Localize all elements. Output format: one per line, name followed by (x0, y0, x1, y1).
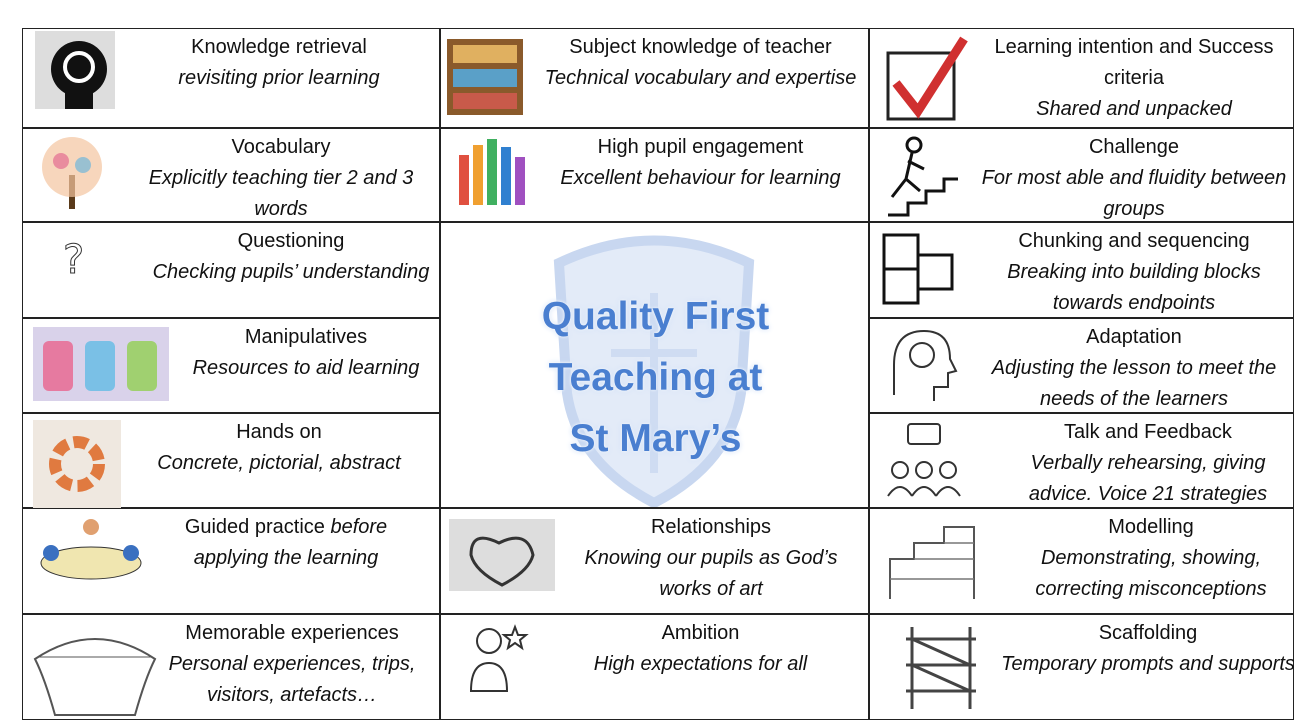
cell-icon (888, 136, 958, 217)
table-cell: Guided practice before applying the lear… (22, 508, 440, 614)
cell-icon (35, 31, 115, 109)
table-cell: Learning intention and Success criteria S… (869, 28, 1294, 128)
cell-icon (33, 327, 169, 401)
cell-icon (40, 519, 142, 580)
cell-subtitle: before applying the learning (193, 516, 388, 569)
cell-icon: ? (63, 237, 85, 284)
cell-title: Talk and Feedback (1064, 421, 1232, 443)
center-line: St Mary’s (569, 417, 742, 460)
cell-icon (906, 627, 976, 709)
cell-icon (33, 420, 121, 508)
cell-icon (882, 233, 954, 305)
cell-title: Relationships (650, 516, 772, 538)
cell-title: Memorable experiences (185, 622, 399, 644)
table-cell: Knowledge retrieval revisiting prior lear… (22, 28, 440, 128)
cell-title: Scaffolding (1098, 622, 1198, 644)
cell-icon (887, 423, 961, 497)
cell-icon (449, 519, 555, 591)
cell-subtitle: Explicitly teaching tier 2 and 3 words (148, 167, 414, 220)
table-cell: Memorable experiences Personal experience… (22, 614, 440, 720)
cell-title: Ambition (661, 622, 740, 644)
cell-subtitle: For most able and fluidity between group… (981, 167, 1287, 220)
cell-text: Talk and Feedback Verbally rehearsing, gi… (1001, 417, 1294, 510)
cell-text: Learning intention and Success criteria S… (973, 32, 1294, 125)
table-cell: Modelling Demonstrating, showing, correct… (869, 508, 1294, 614)
cell-subtitle: Excellent behaviour for learning (560, 167, 841, 189)
cell-subtitle: Personal experiences, trips, visitors, a… (168, 653, 416, 706)
cell-text: Modelling Demonstrating, showing, correct… (1007, 512, 1294, 605)
cell-subtitle: Adjusting the lesson to meet the needs o… (991, 357, 1277, 410)
cell-icon (886, 36, 968, 121)
cell-text: Subject knowledge of teacher Technical vo… (531, 32, 870, 94)
shield-watermark (553, 235, 755, 507)
cell-title: Modelling (1108, 516, 1194, 538)
cell-title: Subject knowledge of teacher (569, 36, 832, 58)
table-cell: Manipulatives Resources to aid learning (22, 318, 440, 413)
cell-subtitle: Demonstrating, showing, correcting misco… (1035, 547, 1267, 600)
cell-title: Knowledge retrieval (191, 36, 367, 58)
table-cell: Ambition High expectations for all (440, 614, 869, 720)
cell-text: Challenge For most able and fluidity betw… (973, 132, 1294, 225)
cell-text: Ambition High expectations for all (531, 618, 870, 680)
table-cell: Hands on Concrete, pictorial, abstract (22, 413, 440, 508)
cell-text: Guided practice before applying the lear… (151, 512, 421, 574)
cell-subtitle: Resources to aid learning (192, 357, 420, 379)
cell-subtitle: Technical vocabulary and expertise (544, 67, 857, 89)
table-cell: Scaffolding Temporary prompts and support… (869, 614, 1294, 720)
cell-title: High pupil engagement (597, 136, 804, 158)
cell-subtitle: High expectations for all (593, 653, 808, 675)
cell-title: Chunking and sequencing (1018, 230, 1250, 252)
cell-text: Questioning Checking pupils’ understandin… (151, 226, 431, 288)
cell-icon (889, 526, 975, 599)
cell-title: Adaptation (1086, 326, 1182, 348)
cell-icon (469, 624, 529, 692)
table-cell: Relationships Knowing our pupils as God’s… (440, 508, 869, 614)
cell-title: Challenge (1088, 136, 1180, 158)
cell-subtitle: Breaking into building blocks towards en… (1007, 261, 1261, 314)
cell-subtitle: Checking pupils’ understanding (152, 261, 430, 283)
cell-subtitle: Knowing our pupils as God’s works of art (584, 547, 838, 600)
center-line: Teaching at (548, 356, 763, 399)
cell-title: Hands on (236, 421, 322, 443)
cell-icon (33, 638, 157, 716)
cell-subtitle: revisiting prior learning (178, 67, 380, 89)
cell-title: Manipulatives (244, 326, 368, 348)
table-cell: Adaptation Adjusting the lesson to meet t… (869, 318, 1294, 413)
table-cell: High pupil engagement Excellent behaviour… (440, 128, 869, 222)
cell-text: Memorable experiences Personal experience… (147, 618, 437, 711)
cell-icon (893, 329, 958, 401)
cell-text: Knowledge retrieval revisiting prior lear… (119, 32, 439, 94)
cell-text: Hands on Concrete, pictorial, abstract (119, 417, 439, 479)
svg-text:?: ? (63, 237, 84, 283)
cell-icon (42, 137, 102, 209)
cell-title: Questioning (237, 230, 345, 252)
center-line: Quality First (541, 295, 770, 338)
cell-text: High pupil engagement Excellent behaviour… (531, 132, 870, 194)
cell-icon (459, 139, 525, 205)
table-cell: Challenge For most able and fluidity betw… (869, 128, 1294, 222)
cell-text: Manipulatives Resources to aid learning (181, 322, 431, 384)
cell-subtitle: Concrete, pictorial, abstract (157, 452, 401, 474)
table-cell: Vocabulary Explicitly teaching tier 2 and… (22, 128, 440, 222)
cell-subtitle: Temporary prompts and supports (1001, 653, 1294, 675)
cell-subtitle: Shared and unpacked (1036, 98, 1232, 120)
cell-title: Guided practice (184, 516, 325, 538)
cell-text: Relationships Knowing our pupils as God’s… (561, 512, 861, 605)
cell-text: Chunking and sequencing Breaking into bui… (973, 226, 1294, 319)
table-cell: ? Questioning Checking pupils’ understandi… (22, 222, 440, 318)
cell-subtitle: Verbally rehearsing, giving advice. Voic… (1028, 452, 1268, 505)
cell-text: Vocabulary Explicitly teaching tier 2 and… (121, 132, 441, 225)
cell-title: Vocabulary (231, 136, 331, 158)
cell-text: Adaptation Adjusting the lesson to meet t… (973, 322, 1294, 415)
cell-icon (447, 39, 523, 115)
cell-text: Scaffolding Temporary prompts and support… (1001, 618, 1294, 680)
cell-title: Learning intention and Success criteria (994, 36, 1274, 89)
table-cell: Subject knowledge of teacher Technical vo… (440, 28, 869, 128)
table-cell: Talk and Feedback Verbally rehearsing, gi… (869, 413, 1294, 508)
table-cell: Chunking and sequencing Breaking into bui… (869, 222, 1294, 318)
center-cell: Quality First Teaching at St Mary’s (440, 222, 869, 508)
